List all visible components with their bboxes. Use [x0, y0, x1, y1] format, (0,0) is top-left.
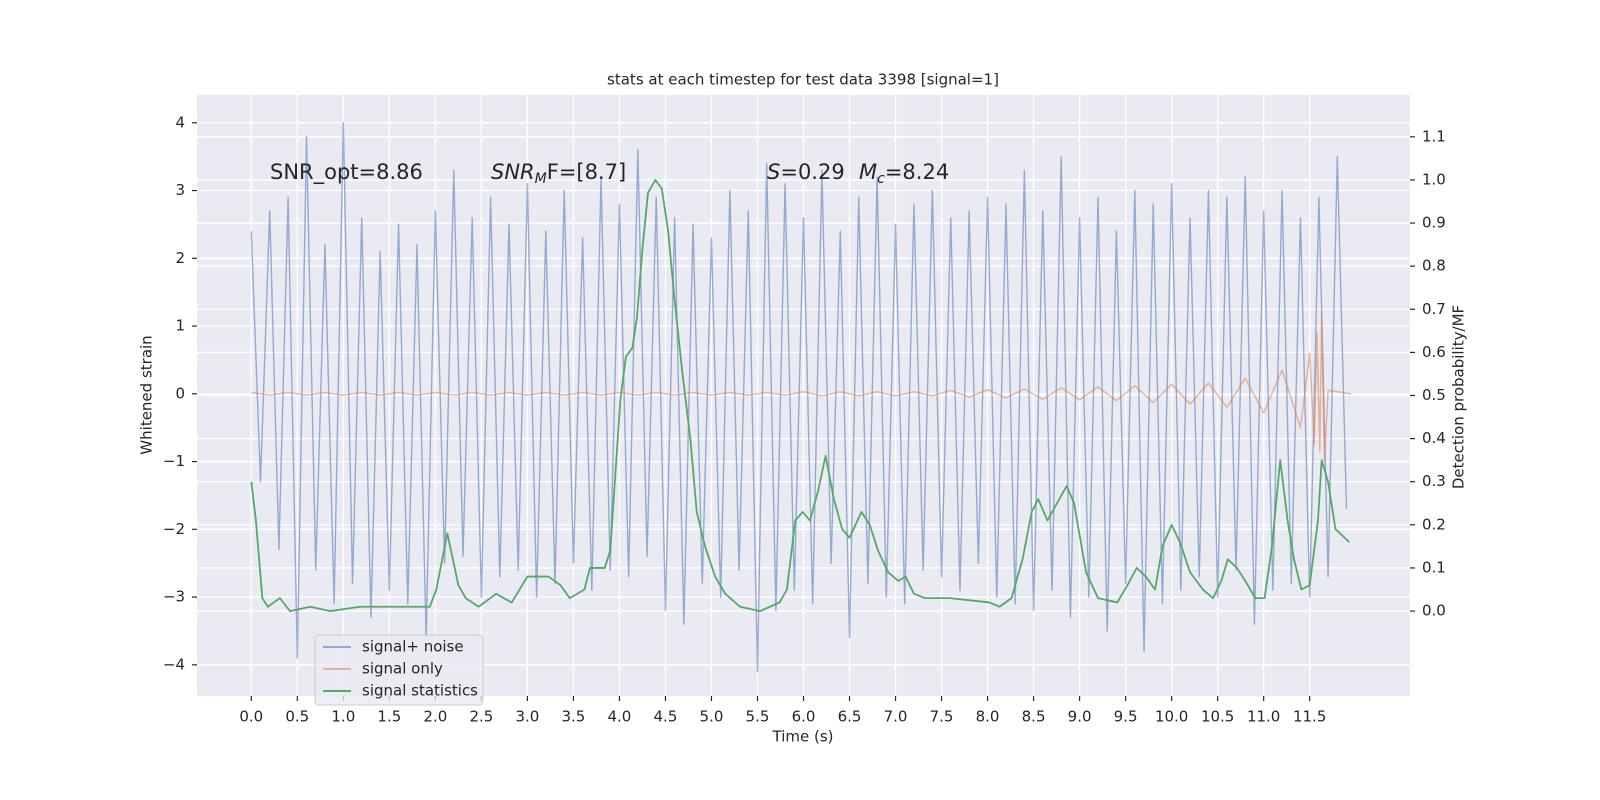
y-tick-label: −4	[163, 655, 185, 673]
x-tick-label: 9.5	[1114, 708, 1138, 726]
y-tick-label: −1	[163, 452, 185, 470]
x-tick-label: 3.5	[561, 708, 585, 726]
x-tick-label: 5.5	[746, 708, 770, 726]
x-tick-label: 7.5	[930, 708, 954, 726]
y-tick-label: 4	[175, 113, 185, 131]
legend-box	[314, 634, 484, 706]
y2-tick-label: 0.1	[1422, 558, 1446, 576]
x-tick-label: 1.5	[377, 708, 401, 726]
x-tick-label: 3.0	[515, 708, 539, 726]
x-tick-label: 0.5	[285, 708, 309, 726]
x-tick-label: 2.5	[469, 708, 493, 726]
annotation: S=0.29	[767, 160, 845, 184]
annotation: SNRMF=[8.7]	[491, 160, 626, 187]
x-tick-label: 4.5	[654, 708, 678, 726]
y2-tick-label: 0.6	[1422, 343, 1446, 361]
y2-tick-label: 0.9	[1422, 214, 1446, 232]
legend-label: signal only	[362, 660, 443, 678]
x-tick-label: 10.5	[1201, 708, 1234, 726]
grid	[197, 95, 1410, 696]
x-axis-label: Time (s)	[772, 728, 834, 746]
y2-tick-label: 1.1	[1422, 127, 1446, 145]
y2-tick-label: 0.0	[1422, 602, 1446, 620]
x-tick-label: 4.0	[608, 708, 632, 726]
annotation: Mc=8.24	[859, 160, 949, 187]
x-tick-label: 9.0	[1068, 708, 1092, 726]
y2-tick-label: 0.7	[1422, 300, 1446, 318]
annotation-text: SNR_opt=8.86	[270, 160, 423, 185]
y2-tick-label: 0.8	[1422, 257, 1446, 275]
y-axis-label: Whitened strain	[138, 335, 156, 454]
y2-tick-label: 0.4	[1422, 429, 1446, 447]
y2-tick-label: 1.0	[1422, 170, 1446, 188]
annotation-symbol: SNR	[491, 160, 535, 184]
legend-label: signal+ noise	[362, 638, 464, 656]
y-tick-label: −3	[163, 588, 185, 606]
y-tick-label: 2	[175, 249, 185, 267]
x-tick-label: 11.5	[1293, 708, 1326, 726]
annotation-text: =8.24	[885, 160, 949, 184]
y2-tick-label: 0.3	[1422, 472, 1446, 490]
x-tick-label: 8.5	[1022, 708, 1046, 726]
annotation-text: F=[8.7]	[547, 160, 626, 184]
series-line	[250, 179, 1350, 612]
marks	[250, 122, 1352, 673]
x-tick-label: 10.0	[1155, 708, 1188, 726]
annotation-subscript: M	[535, 171, 547, 187]
legend-label: signal statistics	[362, 682, 478, 700]
y2-tick-label: 0.5	[1422, 386, 1446, 404]
x-tick-label: 6.5	[838, 708, 862, 726]
annotation-subscript: c	[877, 171, 885, 187]
x-tick-label: 7.0	[884, 708, 908, 726]
legend: signal+ noise signal only signal statistic…	[314, 634, 484, 706]
series-line	[251, 311, 1352, 463]
x-tick-label: 0.0	[239, 708, 263, 726]
x-tick-label: 2.0	[423, 708, 447, 726]
y-tick-label: 0	[175, 384, 185, 402]
x-tick-label: 8.0	[976, 708, 1000, 726]
x-tick-label: 11.0	[1247, 708, 1280, 726]
annotation: SNR_opt=8.86	[270, 160, 423, 185]
x-tick-label: 6.0	[792, 708, 816, 726]
y2-tick-label: 0.2	[1422, 515, 1446, 533]
x-tick-label: 1.0	[331, 708, 355, 726]
y-tick-label: −2	[163, 520, 185, 538]
annotation-text: =0.29	[780, 160, 844, 184]
series-line	[250, 122, 1348, 673]
chart-title: stats at each timestep for test data 339…	[607, 71, 999, 89]
x-tick-label: 5.0	[700, 708, 724, 726]
y-tick-label: 1	[175, 317, 185, 335]
y-tick-label: 3	[175, 181, 185, 199]
annotation-symbol: S	[767, 160, 780, 184]
annotation-symbol: M	[859, 160, 877, 184]
y2-axis-label: Detection probability/MF	[1450, 305, 1468, 489]
labels: 0.0 0.5 1.0 1.5 2.0 2.5 3.0 3.5 4.0 4.5 5.0 5.5 6.0 6…	[163, 113, 1446, 725]
